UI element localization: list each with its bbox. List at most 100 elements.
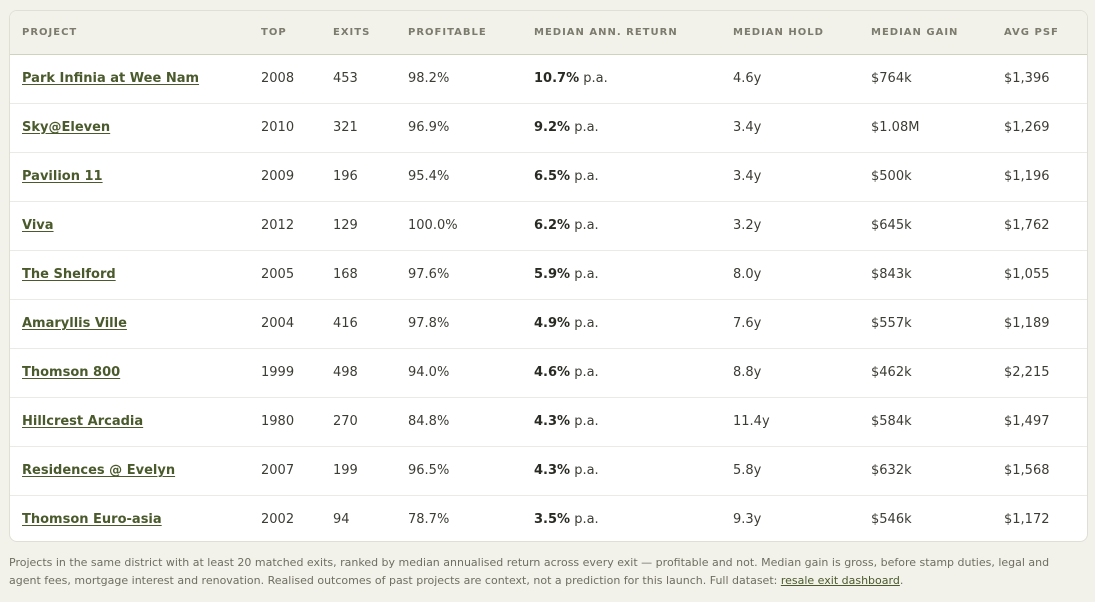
cell-median-gain: $546k: [871, 512, 912, 528]
cell-profitable: 96.5%: [408, 446, 534, 496]
table-row: Thomson Euro-asia 2002 94 78.7% 3.5% p.a. 9.3…: [10, 495, 1087, 541]
cell-median-hold: 5.8y: [733, 446, 871, 496]
cell-exits: 416: [333, 299, 408, 349]
cell-median-hold: 8.0y: [733, 250, 871, 300]
cell-median-gain: $584k: [871, 397, 1004, 447]
cell-profitable: 84.8%: [408, 397, 534, 447]
project-link[interactable]: Sky@Eleven: [22, 120, 111, 135]
cell-median-hold: 11.4y: [733, 397, 871, 447]
table-header-row: PROJECT TOP EXITS PROFITABLE MEDIAN ANN.…: [10, 11, 1087, 55]
cell-project: Residences @ Evelyn: [10, 446, 261, 496]
header-avg-psf: AVG PSF: [1004, 11, 1087, 55]
cell-profitable: 78.7%: [408, 512, 450, 528]
return-unit: p.a.: [570, 414, 599, 429]
cell-project: Viva: [10, 201, 261, 251]
cell-project: Amaryllis Ville: [10, 299, 261, 349]
cell-exits: 196: [333, 152, 408, 202]
cell-median-hold: 8.8y: [733, 348, 871, 398]
return-unit: p.a.: [570, 267, 599, 282]
cell-median-ann-return: 4.3% p.a.: [534, 397, 733, 447]
return-unit: p.a.: [579, 71, 608, 86]
cell-exits: 270: [333, 397, 408, 447]
cell-median-ann-return: 10.7% p.a.: [534, 54, 733, 104]
header-profitable: PROFITABLE: [408, 11, 534, 55]
cell-project: Thomson Euro-asia: [10, 495, 261, 541]
return-unit: p.a.: [570, 120, 599, 135]
header-project: PROJECT: [10, 11, 261, 55]
cell-median-hold: 9.3y: [733, 512, 762, 528]
resale-exit-dashboard-link[interactable]: resale exit dashboard: [780, 574, 900, 587]
cell-top: 1999: [261, 348, 333, 398]
project-link[interactable]: Hillcrest Arcadia: [22, 414, 144, 429]
cell-median-ann-return: 5.9% p.a.: [534, 250, 733, 300]
cell-avg-psf: $1,055: [1004, 250, 1087, 300]
project-link[interactable]: Viva: [22, 218, 54, 233]
table-body: Park Infinia at Wee Nam 2008 453 98.2% 10.7%…: [10, 54, 1087, 541]
cell-median-ann-return: 6.2% p.a.: [534, 201, 733, 251]
table-row: The Shelford 2005 168 97.6% 5.9% p.a. 8.0y $84…: [10, 250, 1087, 300]
cell-profitable: 96.9%: [408, 103, 534, 153]
cell-top: 2005: [261, 250, 333, 300]
cell-median-ann-return: 9.2% p.a.: [534, 103, 733, 153]
cell-median-ann-return: 3.5% p.a.: [534, 495, 733, 541]
cell-median-hold: 3.4y: [733, 103, 871, 153]
return-value: 6.2%: [534, 218, 571, 233]
cell-avg-psf: $1,497: [1004, 397, 1087, 447]
cell-top: 2004: [261, 299, 333, 349]
return-value: 4.3%: [534, 414, 571, 429]
cell-exits: 129: [333, 201, 408, 251]
cell-project: Sky@Eleven: [10, 103, 261, 153]
cell-avg-psf: $1,269: [1004, 103, 1087, 153]
project-link[interactable]: Residences @ Evelyn: [22, 463, 176, 478]
cell-exits: 94: [333, 512, 350, 528]
project-link[interactable]: Thomson 800: [22, 365, 121, 380]
cell-exits: 498: [333, 348, 408, 398]
header-median-hold: MEDIAN HOLD: [733, 11, 871, 55]
cell-avg-psf: $1,189: [1004, 299, 1087, 349]
cell-median-gain: $645k: [871, 201, 1004, 251]
cell-median-hold: 7.6y: [733, 299, 871, 349]
cell-profitable: 97.6%: [408, 250, 534, 300]
cell-avg-psf: $1,568: [1004, 446, 1087, 496]
cell-profitable: 97.8%: [408, 299, 534, 349]
return-value: 3.5%: [534, 512, 571, 528]
cell-top: 2002: [261, 512, 295, 528]
project-link[interactable]: Pavilion 11: [22, 169, 103, 184]
cell-project: Hillcrest Arcadia: [10, 397, 261, 447]
cell-top: 2009: [261, 152, 333, 202]
cell-top: 1980: [261, 397, 333, 447]
project-link[interactable]: Park Infinia at Wee Nam: [22, 71, 200, 86]
header-top: TOP: [261, 11, 333, 55]
cell-profitable: 94.0%: [408, 348, 534, 398]
cell-exits: 453: [333, 54, 408, 104]
table-row: Residences @ Evelyn 2007 199 96.5% 4.3% p.a.…: [10, 446, 1087, 496]
return-value: 4.9%: [534, 316, 571, 331]
cell-median-ann-return: 4.3% p.a.: [534, 446, 733, 496]
project-link[interactable]: Thomson Euro-asia: [22, 512, 162, 528]
return-unit: p.a.: [570, 365, 599, 380]
return-value: 4.3%: [534, 463, 571, 478]
cell-median-ann-return: 4.9% p.a.: [534, 299, 733, 349]
project-link[interactable]: Amaryllis Ville: [22, 316, 127, 331]
footnote: Projects in the same district with at le…: [9, 554, 1079, 590]
cell-median-gain: $462k: [871, 348, 1004, 398]
header-median-gain: MEDIAN GAIN: [871, 11, 1004, 55]
cell-top: 2012: [261, 201, 333, 251]
cell-median-gain: $764k: [871, 54, 1004, 104]
cell-exits: 321: [333, 103, 408, 153]
table-row: Park Infinia at Wee Nam 2008 453 98.2% 10.7%…: [10, 54, 1087, 104]
cell-median-gain: $557k: [871, 299, 1004, 349]
project-link[interactable]: The Shelford: [22, 267, 116, 282]
resale-exits-table-card: PROJECT TOP EXITS PROFITABLE MEDIAN ANN.…: [9, 10, 1088, 542]
cell-profitable: 98.2%: [408, 54, 534, 104]
cell-exits: 168: [333, 250, 408, 300]
cell-top: 2008: [261, 54, 333, 104]
cell-median-gain: $500k: [871, 152, 1004, 202]
table-row: Thomson 800 1999 498 94.0% 4.6% p.a. 8.8y $462…: [10, 348, 1087, 398]
cell-median-gain: $843k: [871, 250, 1004, 300]
table-row: Pavilion 11 2009 196 95.4% 6.5% p.a. 3.4y $500…: [10, 152, 1087, 202]
return-unit: p.a.: [570, 218, 599, 233]
table-row: Hillcrest Arcadia 1980 270 84.8% 4.3% p.a. 11…: [10, 397, 1087, 447]
cell-avg-psf: $1,196: [1004, 152, 1087, 202]
cell-median-ann-return: 6.5% p.a.: [534, 152, 733, 202]
